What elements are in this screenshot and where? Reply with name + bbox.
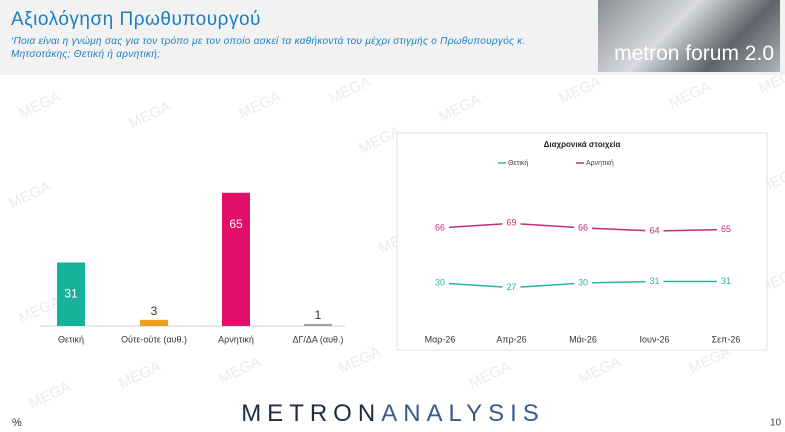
value-label: 66 (578, 222, 588, 232)
line-chart-frame (396, 132, 768, 351)
watermark: MEGA (236, 88, 283, 122)
line-chart-title: Διαχρονικά στοιχεία (544, 140, 621, 149)
value-label: 31 (64, 287, 78, 301)
value-label: 31 (721, 276, 731, 286)
logo: metron forum 2.0 (598, 0, 780, 72)
watermark: MEGA (466, 358, 513, 392)
watermark: MEGA (356, 123, 403, 157)
value-label: 31 (649, 276, 659, 286)
watermark: MEGA (336, 343, 383, 377)
x-tick-label: Ιουν-26 (640, 334, 670, 344)
label-bg (431, 221, 449, 234)
title: Αξιολόγηση Πρωθυπουργού (11, 9, 261, 30)
label-bg (645, 224, 664, 237)
value-label: 3 (151, 304, 158, 318)
value-label: 65 (721, 224, 731, 234)
value-label: 65 (229, 217, 243, 231)
watermark: MEGA (576, 353, 623, 387)
value-label: 66 (435, 222, 445, 232)
value-label: 30 (578, 277, 588, 287)
watermark: MEGA (436, 91, 483, 125)
header: Αξιολόγηση Πρωθυπουργού ‘Ποια είναι η γν… (0, 0, 785, 75)
label-bg (431, 277, 449, 289)
bar (304, 323, 332, 326)
legend-label: Θετική (508, 160, 528, 167)
watermark: MEGA (666, 78, 713, 112)
value-label: 64 (649, 225, 659, 235)
label-bg (574, 277, 592, 289)
watermark: MEGA (326, 73, 373, 107)
x-tick-label: Απρ-26 (496, 334, 526, 344)
x-tick-label: Ούτε-ούτε (αυθ.) (121, 334, 187, 344)
value-label: 27 (506, 282, 516, 292)
x-tick-label: ΔΓ/ΔΑ (αυθ.) (292, 334, 343, 344)
logo-text: metron forum 2.0 (614, 42, 774, 65)
watermark: MEGA (16, 293, 63, 327)
x-tick-label: Σεπ-26 (712, 334, 741, 344)
bar (57, 262, 85, 326)
watermark: MEGA (6, 178, 53, 212)
unit: % (12, 417, 22, 429)
subtitle: ‘Ποια είναι η γνώμη σας για τον τρόπο με… (11, 36, 526, 60)
label-bg (717, 275, 735, 288)
label-bg (502, 281, 521, 294)
bar (222, 192, 250, 326)
x-tick-label: Μάι-26 (569, 334, 597, 344)
watermark: MEGA (556, 73, 603, 107)
label-bg (717, 223, 735, 236)
label-bg (645, 275, 664, 288)
brand-1: METRON (241, 400, 381, 427)
x-tick-label: Θετική (58, 334, 84, 344)
value-label: 1 (315, 308, 322, 322)
label-bg (502, 217, 521, 230)
watermark: MEGA (16, 88, 63, 122)
page-number: 10 (770, 418, 782, 429)
brand-2: ANALYSIS (381, 400, 545, 427)
watermark: MEGA (216, 353, 263, 387)
x-tick-label: Αρνητική (218, 334, 254, 344)
value-label: 30 (435, 277, 445, 287)
value-label: 69 (506, 218, 516, 228)
x-tick-label: Μαρ-26 (425, 334, 456, 344)
brand: METRONANALYSIS (241, 400, 545, 427)
watermark: MEGA (116, 358, 163, 392)
label-bg (574, 221, 592, 234)
watermark: MEGA (756, 63, 785, 97)
legend-label: Αρνητική (586, 160, 614, 167)
watermark: MEGA (26, 378, 73, 412)
bar (140, 319, 168, 326)
watermark: MEGA (126, 98, 173, 132)
